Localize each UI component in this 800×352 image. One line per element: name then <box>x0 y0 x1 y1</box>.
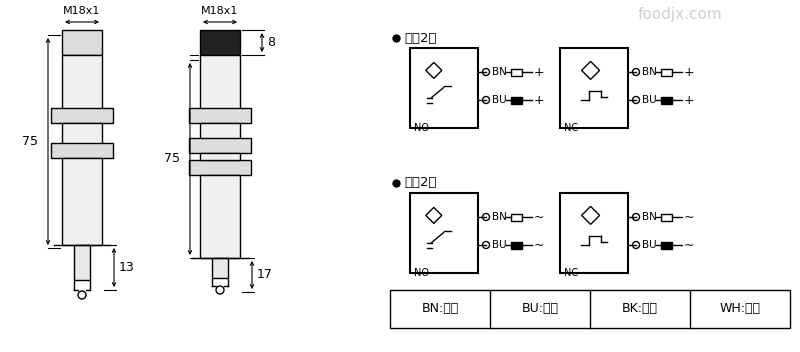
Bar <box>511 69 522 75</box>
Bar <box>511 214 522 220</box>
Bar <box>661 214 672 220</box>
Bar <box>62 158 102 245</box>
Bar <box>511 96 522 103</box>
Text: 直兵2线: 直兵2线 <box>404 31 437 44</box>
Bar <box>51 108 113 123</box>
Bar <box>62 55 102 110</box>
Bar <box>189 160 251 175</box>
Text: WH:白色: WH:白色 <box>719 302 761 315</box>
Text: BN:棕色: BN:棕色 <box>422 302 458 315</box>
Bar <box>62 123 102 145</box>
Text: foodjx.com: foodjx.com <box>638 7 722 23</box>
Text: +: + <box>534 65 545 78</box>
Text: M18x1: M18x1 <box>202 6 238 16</box>
Text: BK:黑色: BK:黑色 <box>622 302 658 315</box>
Bar <box>200 123 240 140</box>
Text: NC: NC <box>564 268 578 278</box>
Bar <box>410 193 478 273</box>
Text: BU:兰色: BU:兰色 <box>522 302 558 315</box>
Bar <box>200 153 240 160</box>
Text: BU: BU <box>642 240 657 250</box>
Bar <box>511 241 522 249</box>
Bar <box>661 241 672 249</box>
Bar <box>390 290 790 328</box>
Text: ~: ~ <box>534 210 545 224</box>
Text: 17: 17 <box>257 269 273 282</box>
Text: BN: BN <box>492 212 507 222</box>
Bar <box>560 48 628 128</box>
Text: BN: BN <box>492 67 507 77</box>
Text: ~: ~ <box>534 239 545 251</box>
Bar <box>62 30 102 55</box>
Bar <box>661 69 672 75</box>
Text: BN: BN <box>642 67 657 77</box>
Text: ~: ~ <box>684 210 694 224</box>
Text: 8: 8 <box>267 36 275 49</box>
Bar <box>189 108 251 123</box>
Text: BU: BU <box>492 240 506 250</box>
Text: 交兵2线: 交兵2线 <box>404 176 437 189</box>
Text: +: + <box>684 94 694 107</box>
Text: +: + <box>684 65 694 78</box>
Text: BU: BU <box>492 95 506 105</box>
Bar <box>200 30 240 55</box>
Bar <box>410 48 478 128</box>
Text: +: + <box>534 94 545 107</box>
Text: 75: 75 <box>22 135 38 148</box>
Text: 13: 13 <box>119 261 134 274</box>
Text: NO: NO <box>414 268 429 278</box>
Bar <box>200 55 240 110</box>
Bar <box>200 175 240 258</box>
Text: 75: 75 <box>164 152 180 165</box>
Text: ~: ~ <box>684 239 694 251</box>
Bar <box>560 193 628 273</box>
Bar <box>661 96 672 103</box>
Bar <box>189 138 251 153</box>
Text: NO: NO <box>414 123 429 133</box>
Text: NC: NC <box>564 123 578 133</box>
Text: BN: BN <box>642 212 657 222</box>
Bar <box>74 245 90 280</box>
Bar <box>51 143 113 158</box>
Text: M18x1: M18x1 <box>63 6 101 16</box>
Text: BU: BU <box>642 95 657 105</box>
Bar <box>212 258 228 278</box>
